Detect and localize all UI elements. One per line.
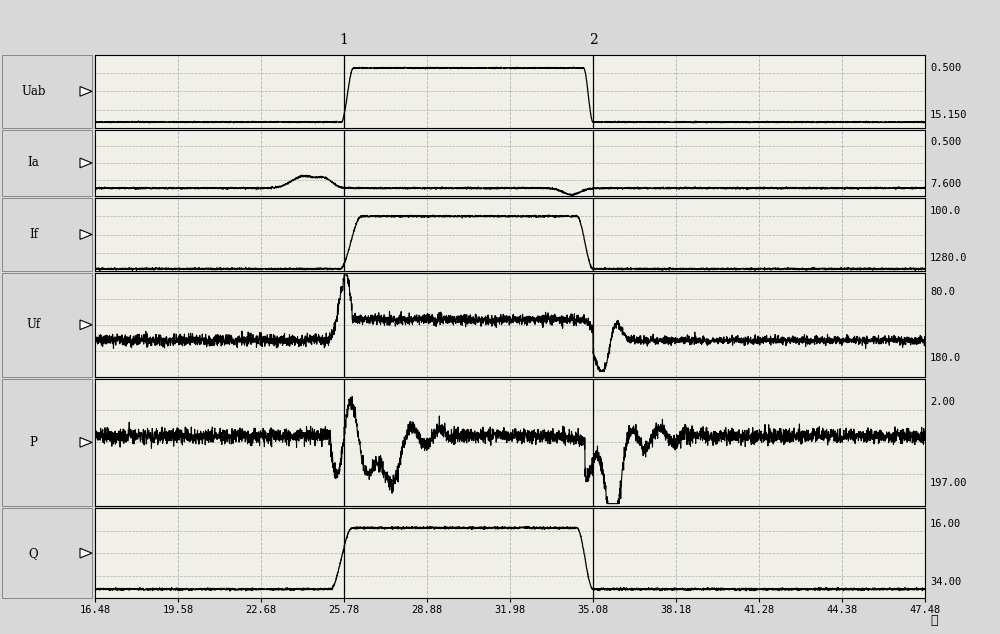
Text: 0.500: 0.500 — [930, 137, 961, 146]
Text: Ia: Ia — [28, 157, 39, 169]
Text: 1280.0: 1280.0 — [930, 253, 968, 263]
Text: 秒: 秒 — [930, 614, 938, 627]
Text: 34.00: 34.00 — [930, 577, 961, 587]
Text: P: P — [30, 436, 37, 449]
Text: 100.0: 100.0 — [930, 206, 961, 216]
Text: 7.600: 7.600 — [930, 179, 961, 189]
Text: 15.150: 15.150 — [930, 110, 968, 120]
Text: 1: 1 — [340, 33, 348, 48]
Text: 2.00: 2.00 — [930, 396, 955, 406]
Text: 16.00: 16.00 — [930, 519, 961, 529]
Text: Uf: Uf — [26, 318, 41, 332]
Text: 0.500: 0.500 — [930, 63, 961, 73]
Text: Uab: Uab — [21, 85, 46, 98]
Text: 197.00: 197.00 — [930, 478, 968, 488]
Text: Q: Q — [29, 547, 38, 560]
Text: 80.0: 80.0 — [930, 287, 955, 297]
Text: 2: 2 — [589, 33, 597, 48]
Text: 180.0: 180.0 — [930, 353, 961, 363]
Text: If: If — [29, 228, 38, 241]
